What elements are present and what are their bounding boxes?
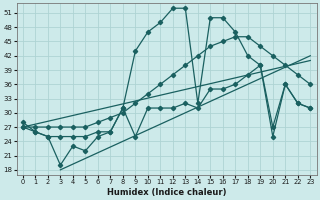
X-axis label: Humidex (Indice chaleur): Humidex (Indice chaleur) [107,188,226,197]
